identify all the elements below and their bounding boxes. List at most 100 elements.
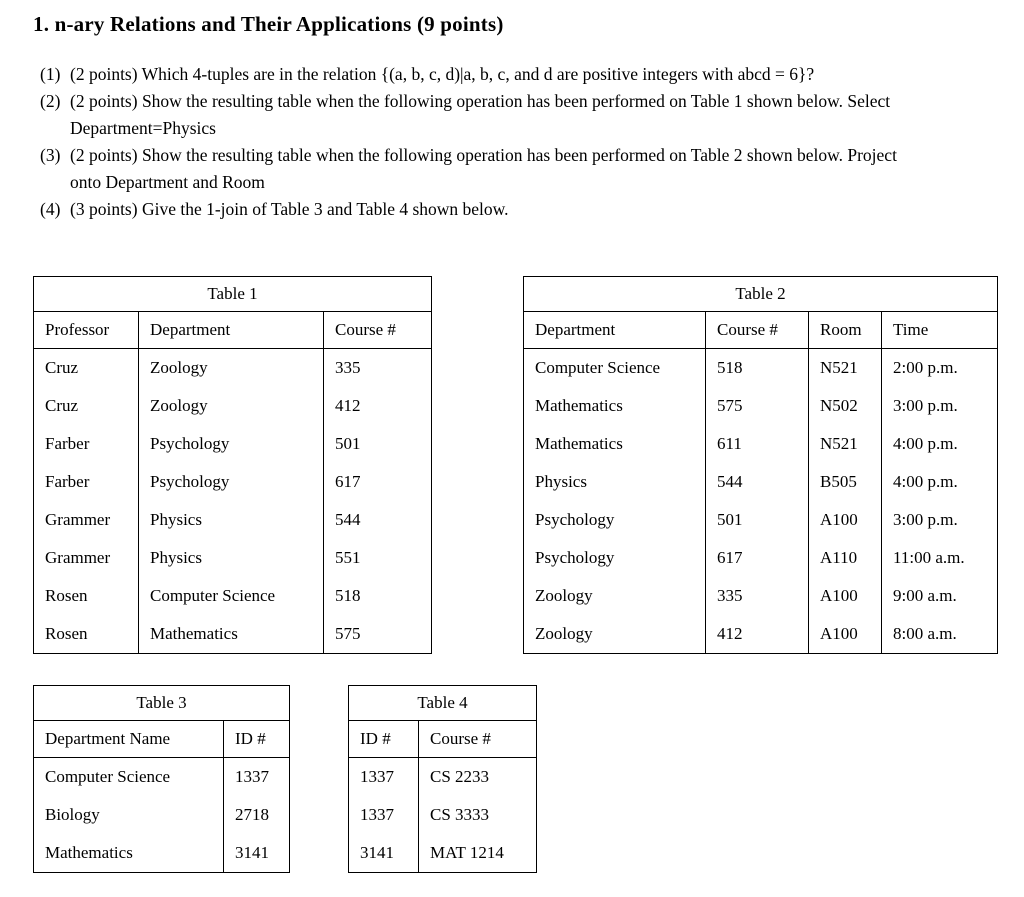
question-number: (4)	[40, 199, 61, 219]
table-cell: 617	[323, 463, 432, 501]
table-row: 3141 MAT 1214	[349, 834, 537, 873]
table-cell: Mathematics	[138, 615, 324, 654]
table-cell: A110	[808, 539, 882, 577]
table-row: Biology 2718	[34, 796, 290, 834]
table-cell: Computer Science	[45, 767, 171, 786]
question-text: (3 points) Give the 1-join of Table 3 an…	[70, 199, 509, 219]
table-row: Zoology 412 A100 8:00 a.m.	[524, 615, 998, 654]
table-cell: Cruz	[45, 396, 79, 415]
table-row: Farber Psychology 501	[34, 425, 432, 463]
table-cell: 544	[323, 501, 432, 539]
table-row: Physics 544 B505 4:00 p.m.	[524, 463, 998, 501]
table-cell: A100	[808, 501, 882, 539]
table-3: Table 3 Department Name ID # Computer Scien…	[33, 685, 290, 873]
table-cell: Zoology	[535, 586, 593, 605]
column-header: Department Name	[33, 720, 224, 758]
table-row: 1337 CS 3333	[349, 796, 537, 834]
table-cell: Physics	[138, 501, 324, 539]
table-row: Cruz Zoology 335	[34, 348, 432, 387]
question-text: (2 points) Show the resulting table when…	[70, 145, 897, 192]
table-cell: 611	[705, 425, 809, 463]
table-cell: N521	[808, 348, 882, 387]
table-cell: 1337	[360, 767, 394, 786]
table-cell: 575	[705, 387, 809, 425]
column-header: Time	[881, 311, 998, 349]
table-cell: Mathematics	[535, 434, 623, 453]
table-cell: A100	[808, 577, 882, 615]
table-cell: 1337	[223, 757, 290, 796]
table-caption: Table 4	[348, 685, 537, 721]
table-4: Table 4 ID # Course # 1337 CS 2233 1337 CS 333…	[348, 685, 537, 873]
question-number: (2)	[40, 91, 61, 111]
column-header: Course #	[418, 720, 537, 758]
question-number: (1)	[40, 64, 61, 84]
column-header: Professor	[33, 311, 139, 349]
table-cell: Farber	[45, 472, 90, 491]
table-cell: Grammer	[45, 548, 111, 567]
table-cell: Biology	[45, 805, 100, 824]
table-cell: 551	[323, 539, 432, 577]
column-header: Course #	[705, 311, 809, 349]
table-cell: Zoology	[535, 624, 593, 643]
question-list: (1) (2 points) Which 4-tuples are in the…	[40, 61, 930, 223]
column-header: Department	[138, 311, 324, 349]
table-cell: CS 2233	[418, 757, 537, 796]
table-cell: Physics	[535, 472, 587, 491]
column-header: Course #	[323, 311, 432, 349]
table-row: Zoology 335 A100 9:00 a.m.	[524, 577, 998, 615]
question-text: (2 points) Show the resulting table when…	[70, 91, 891, 138]
column-header: Department	[523, 311, 706, 349]
table-cell: Mathematics	[535, 396, 623, 415]
table-cell: Rosen	[45, 624, 88, 643]
table-cell: Computer Science	[138, 577, 324, 615]
table-row: Mathematics 611 N521 4:00 p.m.	[524, 425, 998, 463]
table-cell: 335	[323, 348, 432, 387]
table-cell: Zoology	[138, 348, 324, 387]
table-cell: CS 3333	[418, 796, 537, 834]
column-header: Room	[808, 311, 882, 349]
question-item-2: (2) (2 points) Show the resulting table …	[40, 88, 930, 142]
table-row: Psychology 617 A110 11:00 a.m.	[524, 539, 998, 577]
table-cell: Psychology	[535, 548, 615, 567]
table-cell: 2718	[223, 796, 290, 834]
table-cell: 4:00 p.m.	[881, 425, 998, 463]
table-caption: Table 1	[33, 276, 432, 312]
question-item-3: (3) (2 points) Show the resulting table …	[40, 142, 930, 196]
table-cell: A100	[808, 615, 882, 654]
table-caption: Table 2	[523, 276, 998, 312]
question-text: (2 points) Which 4-tuples are in the rel…	[70, 64, 815, 84]
table-row: Grammer Physics 544	[34, 501, 432, 539]
table-cell: 335	[705, 577, 809, 615]
table-cell: N502	[808, 387, 882, 425]
table-row: Rosen Computer Science 518	[34, 577, 432, 615]
table-cell: N521	[808, 425, 882, 463]
table-1: Table 1 Professor Department Course # Cruz Zo…	[33, 276, 432, 654]
table-row: Computer Science 1337	[34, 757, 290, 796]
table-row: Grammer Physics 551	[34, 539, 432, 577]
question-item-4: (4) (3 points) Give the 1-join of Table …	[40, 196, 930, 223]
table-cell: 617	[705, 539, 809, 577]
table-cell: Psychology	[535, 510, 615, 529]
table-cell: 501	[705, 501, 809, 539]
table-cell: Mathematics	[45, 843, 133, 862]
table-cell: Rosen	[45, 586, 88, 605]
table-row: Mathematics 3141	[34, 834, 290, 873]
table-cell: 412	[323, 387, 432, 425]
table-cell: Cruz	[45, 358, 79, 377]
table-cell: Physics	[138, 539, 324, 577]
table-cell: Psychology	[138, 463, 324, 501]
table-cell: 3:00 p.m.	[881, 501, 998, 539]
table-cell: Zoology	[138, 387, 324, 425]
table-row: Rosen Mathematics 575	[34, 615, 432, 654]
table-cell: 3141	[223, 834, 290, 873]
table-cell: 575	[323, 615, 432, 654]
table-2: Table 2 Department Course # Room Time Compute…	[523, 276, 998, 654]
page-title: 1. n-ary Relations and Their Application…	[33, 12, 504, 36]
table-cell: 9:00 a.m.	[881, 577, 998, 615]
table-row: Psychology 501 A100 3:00 p.m.	[524, 501, 998, 539]
table-row: Cruz Zoology 412	[34, 387, 432, 425]
table-row: Farber Psychology 617	[34, 463, 432, 501]
table-cell: 3141	[360, 843, 394, 862]
column-header: ID #	[348, 720, 419, 758]
